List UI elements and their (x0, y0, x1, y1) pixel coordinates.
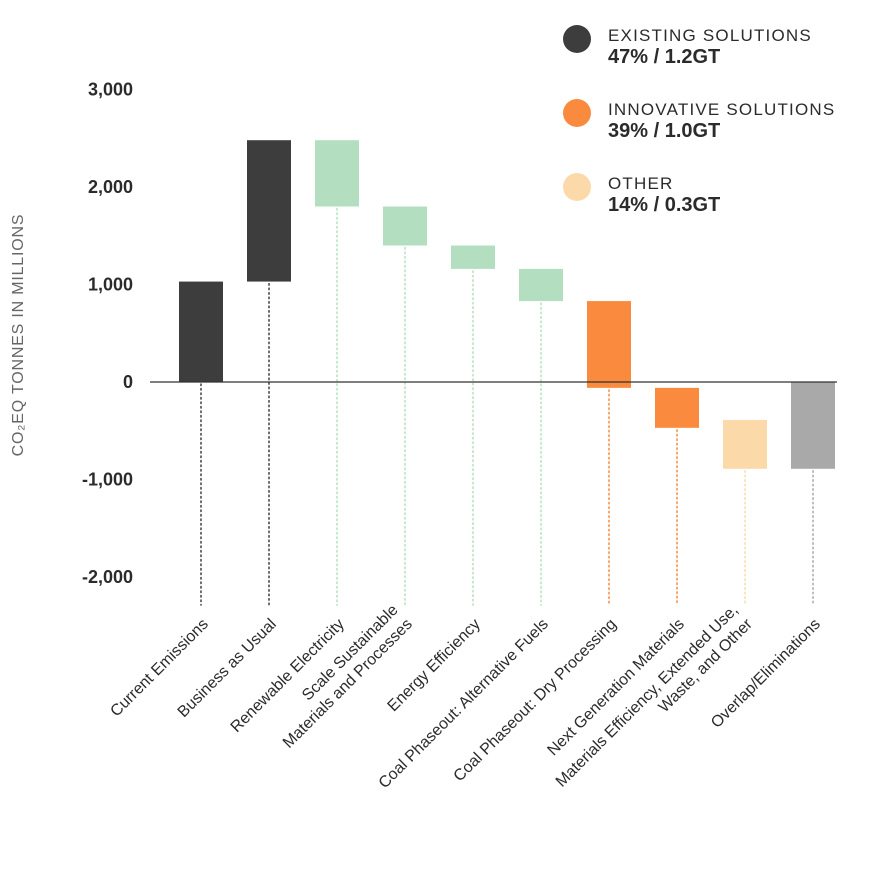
legend-label: OTHER (608, 174, 674, 193)
x-tick-label-line: Materials and Processes (280, 616, 416, 752)
y-tick-label: 1,000 (88, 275, 133, 295)
legend-value: 14% / 0.3GT (608, 194, 721, 216)
legend-label: INNOVATIVE SOLUTIONS (608, 100, 836, 119)
bar (451, 245, 495, 269)
y-axis-ticks: 3,000 2,000 1,000 0 -1,000 -2,000 (82, 80, 133, 588)
y-tick-label: -1,000 (82, 470, 133, 490)
bar (315, 140, 359, 207)
bar (247, 140, 291, 282)
x-tick-label-line: Materials Efficiency, Extended Use, (553, 602, 742, 791)
bar (655, 387, 699, 428)
bars (179, 140, 835, 469)
bar (587, 301, 631, 388)
y-axis-title: CO₂EQ TONNES IN MILLIONS (10, 213, 27, 457)
y-tick-label: 3,000 (88, 80, 133, 100)
y-tick-label: 0 (123, 372, 133, 392)
bar (179, 281, 223, 382)
legend-swatch (563, 99, 591, 127)
legend-value: 39% / 1.0GT (608, 120, 721, 142)
bar (383, 206, 427, 246)
legend-swatch (563, 25, 591, 53)
bar (519, 268, 563, 302)
bar (791, 382, 835, 469)
bar (723, 420, 767, 469)
y-tick-label: 2,000 (88, 177, 133, 197)
legend-label: EXISTING SOLUTIONS (608, 26, 812, 45)
legend-swatch (563, 173, 591, 201)
drop-lines (200, 207, 814, 606)
y-tick-label: -2,000 (82, 567, 133, 587)
legend-value: 47% / 1.2GT (608, 46, 721, 68)
